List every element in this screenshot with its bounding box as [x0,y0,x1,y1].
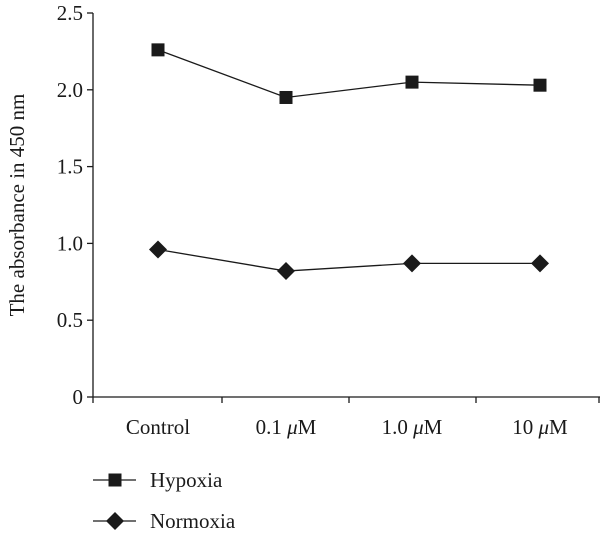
series-line [157,248,540,272]
data-point-square [405,75,419,89]
data-point-square [279,90,293,104]
legend-marker-diamond [106,512,124,530]
x-tick-label: Control [126,415,190,439]
series-hypoxia [151,43,547,104]
series-normoxia [149,240,549,281]
data-point-diamond [531,254,549,273]
series-line [157,49,541,99]
data-point-diamond [149,240,167,259]
data-point-diamond [403,254,421,273]
x-tick-label: 1.0 μM [382,415,443,439]
legend-label: Hypoxia [150,468,223,492]
x-tick-label: 0.1 μM [256,415,317,439]
y-tick-label: 1.0 [57,231,83,255]
legend: Hypoxia Normoxia [93,468,236,533]
data-point-square [533,78,547,92]
y-axis-title: The absorbance in 450 nm [5,94,29,317]
series-layer [149,43,549,281]
x-tick-label: 10 μM [512,415,568,439]
y-tick-label: 1.5 [57,155,83,179]
y-tick-label: 0.5 [57,308,83,332]
y-tick-label: 2.0 [57,78,83,102]
data-point-diamond [277,262,295,281]
legend-item-hypoxia: Hypoxia [93,468,223,492]
legend-marker-square [108,473,122,487]
data-point-square [151,43,165,57]
y-tick-label: 2.5 [57,1,83,25]
legend-label: Normoxia [150,509,236,533]
y-tick-label: 0 [73,385,84,409]
axes: 0 0.5 1.0 1.5 2.0 2.5 Control 0.1 μM 1.0 μM 10 μM [57,1,600,439]
legend-item-normoxia: Normoxia [93,509,236,533]
